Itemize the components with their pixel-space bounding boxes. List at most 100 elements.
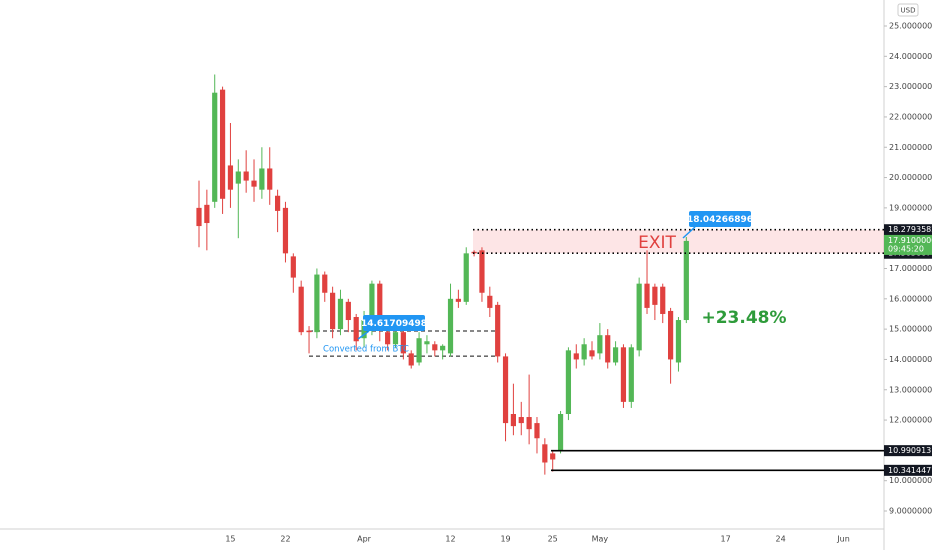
exit-label: EXIT bbox=[638, 233, 676, 253]
x-tick-label: 17 bbox=[721, 535, 731, 544]
candle-body bbox=[675, 320, 682, 363]
candle-body bbox=[440, 345, 446, 351]
candle-body bbox=[573, 353, 579, 360]
candle-body bbox=[542, 444, 548, 463]
candle-body bbox=[353, 317, 359, 342]
price-line-tag bbox=[884, 464, 932, 476]
candle-body bbox=[392, 332, 399, 345]
candle-body bbox=[330, 292, 336, 330]
candle-body bbox=[557, 414, 564, 451]
x-tick-label: Jun bbox=[836, 535, 850, 544]
candle-body bbox=[550, 453, 556, 460]
candle-body bbox=[487, 295, 493, 308]
candle-body bbox=[267, 168, 273, 190]
candle-body bbox=[251, 180, 257, 187]
candle-body bbox=[502, 356, 509, 424]
candle-body bbox=[219, 89, 226, 199]
candle-body bbox=[275, 195, 281, 211]
currency-box bbox=[897, 3, 919, 17]
y-tick-label: 13.00000000 bbox=[889, 385, 932, 394]
candle-body bbox=[644, 283, 650, 308]
candle-body bbox=[479, 250, 485, 293]
candle-body bbox=[636, 283, 642, 351]
candle-body bbox=[369, 283, 375, 330]
currency: USD bbox=[901, 7, 916, 15]
x-tick-label: 25 bbox=[548, 535, 558, 544]
candle-body bbox=[424, 341, 430, 345]
y-tick-label: 20.00000000 bbox=[889, 173, 932, 182]
candle-body bbox=[235, 171, 241, 184]
candle-body bbox=[385, 332, 391, 345]
candle-body bbox=[518, 417, 524, 424]
candle-body bbox=[298, 286, 304, 333]
x-tick-label: 19 bbox=[500, 535, 510, 544]
candle-body bbox=[597, 335, 603, 354]
candle-body bbox=[605, 335, 611, 363]
y-tick-label: 12.00000000 bbox=[889, 416, 932, 425]
candle-body bbox=[581, 344, 587, 360]
candle-body bbox=[495, 304, 501, 357]
current-price-label: 17.91000000 bbox=[888, 236, 932, 245]
y-tick-label: 14.00000000 bbox=[889, 355, 932, 364]
y-tick-label: 10.00000000 bbox=[889, 476, 932, 485]
callout-label: 18.04266896 bbox=[687, 215, 753, 225]
y-tick-label: 24.00000000 bbox=[889, 52, 932, 61]
candle-body bbox=[204, 204, 210, 224]
candle-body bbox=[400, 332, 406, 354]
candle-body bbox=[668, 310, 674, 360]
current-price-tag bbox=[884, 234, 932, 255]
candle-body bbox=[628, 347, 634, 402]
candle-body bbox=[589, 350, 595, 357]
candle-body bbox=[377, 283, 383, 330]
candle-body bbox=[510, 414, 516, 427]
x-tick-label: Apr bbox=[357, 535, 372, 544]
candle-body bbox=[683, 240, 689, 321]
candle-body bbox=[337, 298, 344, 330]
x-tick-label: 12 bbox=[445, 535, 455, 544]
x-tick-label: 24 bbox=[776, 535, 786, 544]
candle-body bbox=[416, 338, 422, 363]
price-line-label: 18.27935821 bbox=[888, 225, 932, 234]
price-line-tag bbox=[884, 224, 932, 236]
candle-body bbox=[447, 298, 454, 354]
y-tick-label: 19.00000000 bbox=[889, 203, 932, 212]
y-tick-label: 22.00000000 bbox=[889, 112, 932, 121]
y-tick-label: 21.00000000 bbox=[889, 143, 932, 152]
candle-body bbox=[660, 286, 666, 314]
candle-body bbox=[282, 207, 289, 254]
price-line-label: 10.34144776 bbox=[888, 466, 932, 475]
x-tick-label: 22 bbox=[280, 535, 290, 544]
gain-label: +23.48% bbox=[701, 308, 786, 328]
note: Converted from BTC bbox=[323, 345, 409, 355]
countdown: 09:45:20 bbox=[888, 244, 924, 253]
candle-body bbox=[314, 274, 320, 333]
y-tick-label: 17.00000000 bbox=[889, 264, 932, 273]
x-tick-label: 15 bbox=[225, 535, 235, 544]
candle-body bbox=[212, 92, 218, 202]
candle-body bbox=[227, 165, 234, 190]
y-tick-label: 23.00000000 bbox=[889, 82, 932, 91]
candle-body bbox=[612, 347, 619, 363]
exit-zone bbox=[473, 229, 884, 254]
candle-body bbox=[652, 286, 658, 305]
callout-box bbox=[363, 315, 425, 331]
price-line-label: 10.99091316 bbox=[888, 446, 932, 455]
candle-body bbox=[322, 274, 328, 293]
candle-body bbox=[565, 350, 572, 414]
callout-pointer bbox=[682, 226, 696, 239]
candle-body bbox=[526, 417, 532, 430]
y-tick-label: 15.00000000 bbox=[889, 325, 932, 334]
candle-body bbox=[306, 330, 312, 333]
candle-body bbox=[534, 423, 540, 439]
candle-body bbox=[290, 256, 296, 278]
callout-pointer bbox=[357, 330, 370, 340]
callout-box bbox=[689, 211, 751, 227]
candle-body bbox=[620, 347, 627, 402]
candle-body bbox=[408, 353, 414, 366]
price-line-tag bbox=[884, 445, 932, 457]
y-tick-label: 9.00000000 bbox=[889, 507, 932, 516]
candle-body bbox=[243, 171, 249, 181]
y-tick-label: 25.00000000 bbox=[889, 22, 932, 31]
candle-body bbox=[455, 298, 461, 302]
